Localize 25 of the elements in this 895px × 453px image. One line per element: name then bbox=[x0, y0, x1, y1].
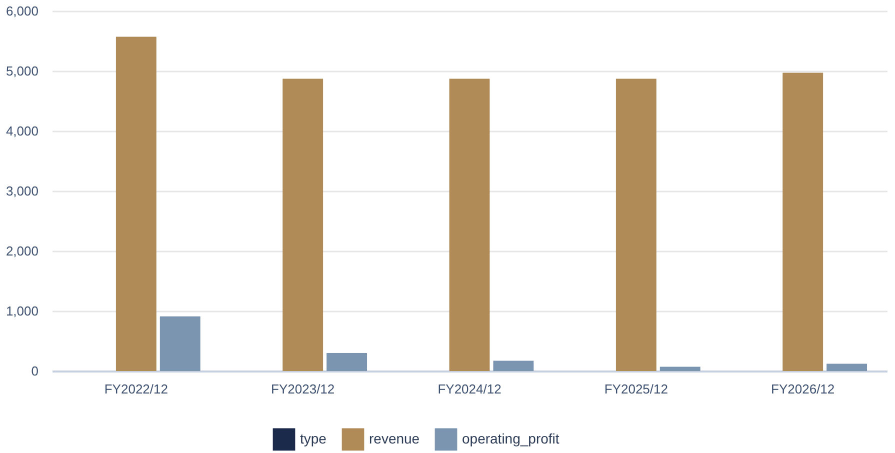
legend-label: revenue bbox=[369, 430, 420, 446]
bar bbox=[782, 72, 824, 371]
x-tick-label: FY2025/12 bbox=[604, 382, 668, 396]
y-tick-label: 1,000 bbox=[6, 304, 38, 318]
y-tick-label: 3,000 bbox=[6, 184, 38, 198]
legend-label: operating_profit bbox=[462, 430, 560, 446]
legend-label: type bbox=[300, 430, 327, 446]
bar bbox=[449, 78, 490, 371]
bar bbox=[116, 36, 156, 371]
x-tick-label: FY2023/12 bbox=[271, 382, 335, 396]
x-tick-label: FY2024/12 bbox=[438, 382, 502, 396]
y-tick-label: 2,000 bbox=[6, 244, 38, 258]
x-tick-label: FY2022/12 bbox=[104, 382, 168, 396]
bar bbox=[616, 78, 656, 371]
y-tick-label: 6,000 bbox=[6, 4, 38, 18]
bar bbox=[493, 360, 534, 371]
bar bbox=[282, 78, 324, 371]
bar bbox=[160, 316, 200, 371]
x-tick-label: FY2026/12 bbox=[771, 382, 835, 396]
y-tick-label: 4,000 bbox=[6, 124, 38, 138]
bar bbox=[826, 364, 867, 371]
y-tick-label: 0 bbox=[31, 364, 38, 378]
y-tick-label: 5,000 bbox=[6, 64, 38, 78]
bar bbox=[660, 366, 700, 371]
bar bbox=[326, 353, 367, 371]
